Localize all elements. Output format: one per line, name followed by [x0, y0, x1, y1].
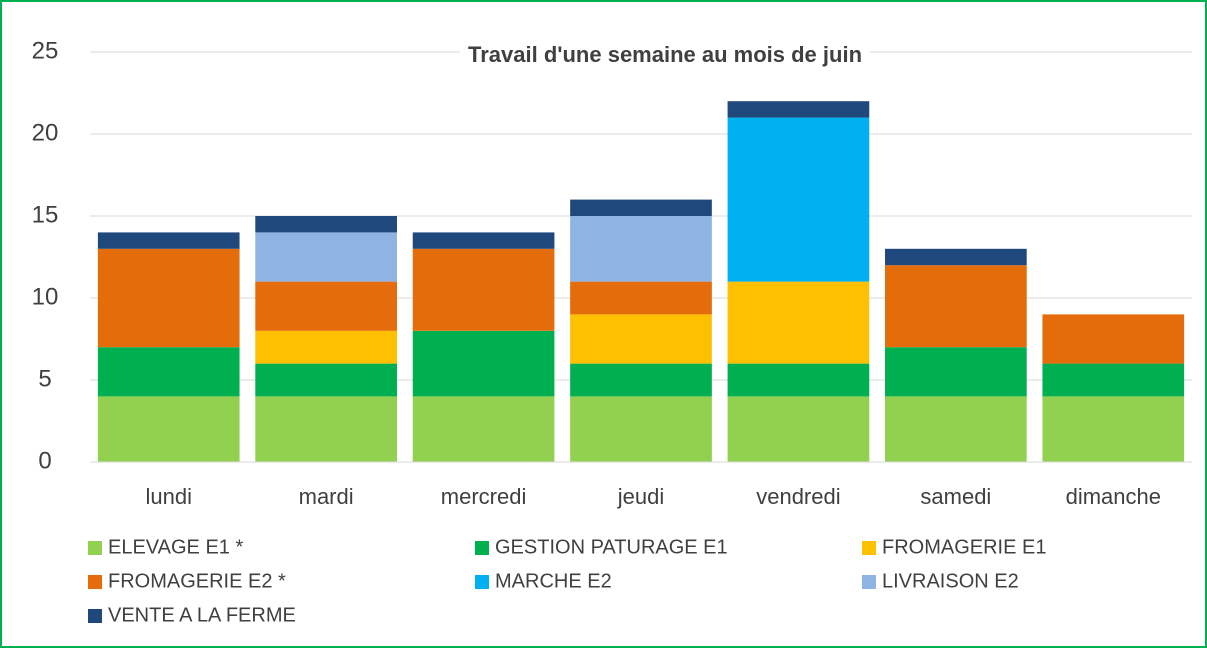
legend-swatch	[88, 609, 102, 623]
x-tick-label: lundi	[145, 484, 191, 509]
x-tick-label: vendredi	[756, 484, 840, 509]
bar-segment	[570, 396, 712, 462]
legend-swatch	[862, 541, 876, 555]
bar-segment	[412, 396, 555, 462]
bar-segment	[885, 347, 1027, 397]
bar-segment	[255, 330, 397, 364]
legend-label: FROMAGERIE E2 *	[108, 570, 286, 592]
legend-swatch	[475, 575, 489, 589]
bar-segment	[727, 363, 870, 397]
bar-segment	[412, 248, 555, 331]
legend-swatch	[862, 575, 876, 589]
legend-swatch	[88, 541, 102, 555]
bar-segment	[570, 363, 712, 397]
y-tick-label: 25	[32, 37, 59, 64]
bar-segment	[885, 265, 1027, 348]
legend-label: MARCHE E2	[495, 570, 612, 592]
x-tick-label: samedi	[920, 484, 991, 509]
bar-segment	[727, 101, 870, 118]
bar-segment	[1042, 314, 1185, 364]
bar-segment	[97, 347, 240, 397]
bar-segment	[255, 281, 397, 331]
x-tick-label: mardi	[299, 484, 354, 509]
y-tick-label: 5	[38, 365, 51, 392]
y-tick-label: 0	[38, 447, 51, 474]
legend-swatch	[88, 575, 102, 589]
bar-segment	[1042, 363, 1185, 397]
bar-segment	[255, 363, 397, 397]
bar-segment	[727, 281, 870, 364]
bar-segment	[570, 199, 712, 216]
bar-segment	[885, 248, 1027, 266]
legend-label: VENTE A LA FERME	[108, 604, 296, 626]
bar-segment	[570, 216, 712, 282]
title-background	[459, 37, 871, 71]
bar-segment	[1042, 396, 1185, 462]
bar-segment	[727, 396, 870, 462]
legend-label: ELEVAGE E1 *	[108, 536, 243, 558]
bar-segment	[412, 330, 555, 397]
legend-label: LIVRAISON E2	[882, 570, 1019, 592]
y-tick-label: 10	[32, 283, 59, 310]
y-tick-label: 20	[32, 119, 59, 146]
bar-segment	[570, 281, 712, 315]
bar-segment	[727, 117, 870, 282]
bar-segment	[255, 396, 397, 462]
legend-label: GESTION PATURAGE E1	[495, 536, 728, 558]
chart-title: Travail d'une semaine au mois de juin	[468, 42, 862, 67]
bar-segment	[97, 248, 240, 348]
x-tick-label: dimanche	[1066, 484, 1161, 509]
bar-segment	[97, 232, 240, 249]
bar-segment	[97, 396, 240, 462]
bar-segment	[885, 396, 1027, 462]
bar-segment	[412, 232, 555, 249]
bar-segment	[255, 232, 397, 282]
bar-segment	[570, 314, 712, 364]
bar-segment	[255, 216, 397, 233]
legend-swatch	[475, 541, 489, 555]
legend-label: FROMAGERIE E1	[882, 536, 1046, 558]
x-tick-label: mercredi	[441, 484, 527, 509]
x-tick-label: jeudi	[617, 484, 664, 509]
y-tick-label: 15	[32, 201, 59, 228]
